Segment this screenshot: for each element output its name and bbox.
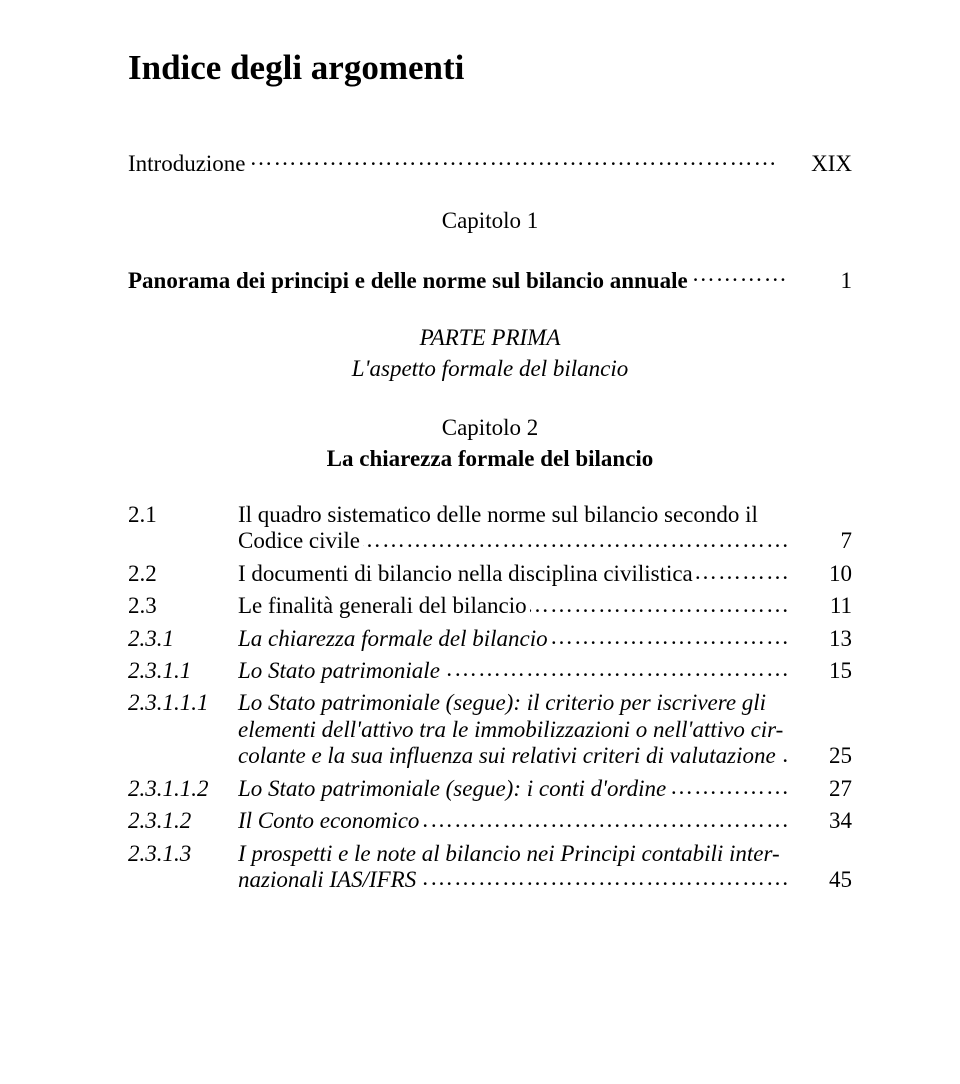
chapter-2-title: La chiarezza formale del bilancio — [128, 443, 852, 474]
toc-text: Lo Stato patrimoniale (segue): i conti d… — [238, 776, 790, 801]
toc-text-cont: elementi dell'attivo tra le immobilizzaz… — [238, 717, 783, 743]
intro-label: Introduzione — [128, 151, 246, 177]
chapter-2-heading: Capitolo 2 La chiarezza formale del bila… — [128, 412, 852, 474]
toc-num: 2.1 — [128, 502, 238, 528]
toc-row: 2.3.1.1.2 Lo Stato patrimoniale (segue):… — [128, 776, 852, 802]
toc-page: 25 — [790, 743, 852, 769]
chapter-1-label: Capitolo 1 — [128, 205, 852, 236]
toc-num: 2.2 — [128, 561, 238, 587]
toc-text: Lo Stato patrimoniale (segue): il criter… — [238, 690, 766, 716]
toc-text: Le finalità generali del bilancio — [238, 593, 790, 618]
toc-num: 2.3.1 — [128, 626, 238, 652]
toc-list: 2.1 Il quadro sistematico delle norme su… — [128, 502, 852, 894]
intro-row: Introduzione XIX — [128, 146, 852, 177]
toc-page: 34 — [790, 808, 852, 834]
part-title: L'aspetto formale del bilancio — [128, 353, 852, 384]
toc-text-cont: colante e la sua influenza sui relativi … — [238, 743, 790, 768]
toc-row: 2.3.1.3 I prospetti e le note al bilanci… — [128, 841, 852, 894]
toc-num: 2.3.1.1 — [128, 658, 238, 684]
toc-row: 2.3.1.1.1 Lo Stato patrimoniale (segue):… — [128, 690, 852, 769]
toc-num: 2.3 — [128, 593, 238, 619]
toc-num: 2.3.1.1.2 — [128, 776, 238, 802]
toc-text: Il quadro sistematico delle norme sul bi… — [238, 502, 758, 528]
toc-page: 15 — [790, 658, 852, 684]
toc-page: 13 — [790, 626, 852, 652]
toc-row: 2.3.1.2 Il Conto economico 34 — [128, 808, 852, 834]
chapter-1-heading: Capitolo 1 — [128, 205, 852, 236]
toc-row: 2.3.1 La chiarezza formale del bilancio … — [128, 626, 852, 652]
chapter-2-label: Capitolo 2 — [128, 412, 852, 443]
leader-dots — [250, 146, 774, 171]
toc-row: 2.1 Il quadro sistematico delle norme su… — [128, 502, 852, 555]
toc-row: 2.2 I documenti di bilancio nella discip… — [128, 561, 852, 587]
toc-page: 45 — [790, 867, 852, 893]
toc-page: 10 — [790, 561, 852, 587]
chapter-1-title-row: Panorama dei principi e delle norme sul … — [128, 262, 852, 293]
toc-text-cont: Codice civile — [238, 528, 790, 553]
page-title: Indice degli argomenti — [128, 48, 852, 88]
toc-row: 2.3.1.1 Lo Stato patrimoniale 15 — [128, 658, 852, 684]
toc-text: Il Conto economico — [238, 808, 790, 833]
toc-num: 2.3.1.1.1 — [128, 690, 238, 716]
toc-num: 2.3.1.3 — [128, 841, 238, 867]
toc-page: 7 — [790, 528, 852, 554]
toc-page: 27 — [790, 776, 852, 802]
leader-dots — [692, 262, 790, 287]
chapter-1-title: Panorama dei principi e delle norme sul … — [128, 268, 688, 294]
toc-text: La chiarezza formale del bilancio — [238, 626, 790, 651]
toc-row: 2.3 Le finalità generali del bilancio 11 — [128, 593, 852, 619]
toc-text: I prospetti e le note al bilancio nei Pr… — [238, 841, 780, 867]
toc-text: Lo Stato patrimoniale — [238, 658, 790, 683]
chapter-1-page: 1 — [790, 268, 852, 294]
intro-page: XIX — [774, 151, 852, 177]
toc-text-cont: nazionali IAS/IFRS — [238, 867, 790, 892]
part-heading: PARTE PRIMA L'aspetto formale del bilanc… — [128, 322, 852, 384]
toc-page: Indice degli argomenti Introduzione XIX … — [0, 0, 960, 1084]
toc-page: 11 — [790, 593, 852, 619]
toc-text: I documenti di bilancio nella disciplina… — [238, 561, 790, 586]
part-label: PARTE PRIMA — [128, 322, 852, 353]
toc-num: 2.3.1.2 — [128, 808, 238, 834]
